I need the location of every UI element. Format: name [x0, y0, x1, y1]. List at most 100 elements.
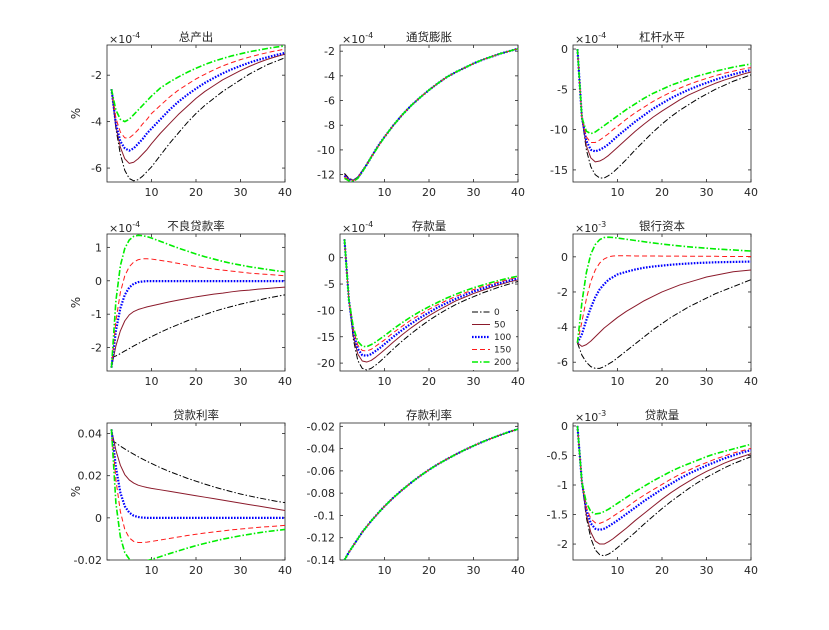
x-tick-label: 20	[655, 186, 669, 199]
series-line-200	[576, 48, 751, 135]
subplot-title: 存款利率	[406, 408, 452, 422]
axis-multiplier: ×10-4	[109, 220, 140, 235]
y-tick-label: -1	[91, 308, 102, 321]
y-tick-label: -2	[557, 286, 568, 299]
y-tick-label: -0.02	[307, 420, 335, 433]
x-tick-label: 30	[700, 375, 714, 388]
series-group	[576, 48, 751, 179]
series-line-0	[111, 294, 285, 359]
series-group	[343, 47, 518, 182]
x-tick-label: 30	[467, 375, 481, 388]
x-tick-label: 20	[189, 564, 203, 577]
series-group	[110, 429, 285, 560]
series-line-150	[576, 425, 751, 524]
series-line-100	[576, 425, 751, 531]
series-line-0	[576, 425, 751, 557]
y-tick-label: -2	[91, 69, 102, 82]
x-tick-label: 20	[422, 186, 436, 199]
series-line-50	[110, 286, 285, 368]
y-tick-label: -6	[557, 356, 568, 369]
y-tick-label: -4	[324, 70, 335, 83]
subplot-title: 杠杆水平	[639, 30, 685, 44]
subplot-5: 10 20 30 40 -20 -15 -10 -5 0 ×10-4 存款量	[317, 219, 525, 388]
x-tick-label: 40	[744, 186, 758, 199]
subplot-title: 银行资本	[639, 219, 685, 233]
y-tick-label: -0.04	[307, 443, 335, 456]
legend-label-150: 150	[494, 346, 511, 356]
y-tick-label: -0.1	[314, 509, 335, 522]
series-line-200	[576, 425, 751, 515]
axis-multiplier: ×10-3	[575, 220, 606, 235]
x-tick-label: 40	[278, 564, 292, 577]
x-tick-label: 30	[467, 564, 481, 577]
series-line-200	[344, 47, 518, 182]
x-tick-label: 30	[467, 186, 481, 199]
legend: 0 50 100 150 200	[468, 304, 516, 370]
y-tick-label: 0	[561, 251, 568, 264]
y-tick-label: -4	[557, 321, 568, 334]
y-tick-label: 0	[95, 275, 102, 288]
x-tick-label: 10	[611, 186, 625, 199]
y-tick-label: 0.02	[78, 470, 103, 483]
series-group	[576, 236, 751, 369]
x-tick-label: 40	[744, 375, 758, 388]
x-tick-label: 20	[655, 375, 669, 388]
series-line-50	[344, 428, 518, 560]
x-tick-label: 10	[378, 375, 392, 388]
series-line-150	[576, 48, 751, 144]
subplot-title: 通货膨胀	[406, 30, 452, 44]
series-line-0	[110, 57, 285, 182]
y-tick-label: -6	[91, 162, 102, 175]
series-line-50	[110, 53, 285, 164]
x-tick-label: 30	[234, 186, 248, 199]
y-tick-label: -6	[324, 95, 335, 108]
axes-box	[106, 422, 286, 561]
series-line-200	[110, 45, 285, 123]
series-line-150	[110, 258, 285, 368]
subplot-9: 10 20 30 40 -2 -1.5 -1 -0.5 0 ×10-3 贷款量	[547, 408, 758, 577]
axes-box	[339, 44, 519, 183]
series-group	[576, 425, 751, 557]
y-axis-label: %	[69, 297, 83, 308]
y-tick-label: 0	[561, 43, 568, 56]
series-line-100	[110, 280, 285, 368]
x-tick-label: 10	[611, 375, 625, 388]
x-tick-label: 40	[511, 375, 525, 388]
y-tick-label: -15	[317, 331, 335, 344]
series-line-100	[343, 47, 518, 182]
subplot-1: 10 20 30 40 -6 -4 -2 ×10-4 总产出%	[69, 30, 292, 199]
y-tick-label: -0.02	[74, 554, 102, 567]
y-tick-label: -5	[324, 278, 335, 291]
series-group	[343, 428, 518, 560]
legend-label-100: 100	[494, 333, 511, 343]
y-tick-label: 0.04	[78, 428, 103, 441]
series-group	[343, 239, 518, 371]
legend-label-50: 50	[494, 321, 506, 331]
series-line-150	[576, 255, 751, 344]
y-tick-label: 0	[561, 420, 568, 433]
series-line-0	[576, 279, 751, 369]
x-tick-label: 10	[145, 564, 159, 577]
series-group	[110, 45, 285, 182]
series-line-0	[343, 239, 518, 371]
x-tick-label: 40	[744, 564, 758, 577]
y-tick-label: -1.5	[547, 509, 568, 522]
y-tick-label: -4	[91, 116, 102, 129]
y-tick-label: -1	[557, 479, 568, 492]
axis-multiplier: ×10-4	[109, 31, 140, 46]
y-tick-label: -10	[550, 124, 568, 137]
legend-label-200: 200	[494, 358, 511, 368]
x-tick-label: 20	[655, 564, 669, 577]
x-tick-label: 10	[378, 564, 392, 577]
series-line-150	[343, 239, 518, 352]
series-line-100	[110, 51, 285, 152]
subplot-title: 总产出	[179, 30, 214, 44]
subplot-4: 10 20 30 40 -2 -1 0 1 ×10-4 不良贷款率%	[69, 219, 292, 388]
x-tick-label: 20	[189, 186, 203, 199]
x-tick-label: 30	[234, 375, 248, 388]
series-line-100	[576, 48, 751, 153]
x-tick-label: 20	[422, 564, 436, 577]
y-tick-label: -2	[324, 45, 335, 58]
y-axis-label: %	[69, 486, 83, 497]
x-tick-label: 30	[234, 564, 248, 577]
